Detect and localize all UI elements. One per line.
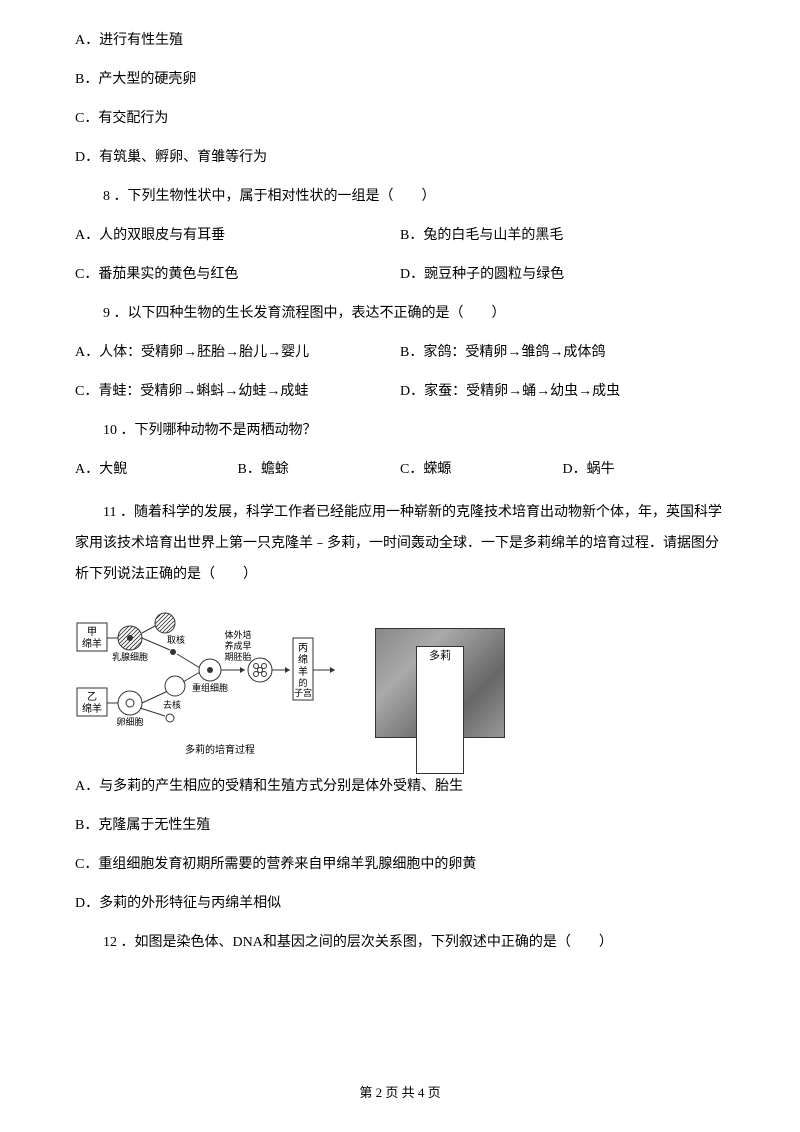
- svg-text:乙: 乙: [87, 691, 97, 703]
- q11-option-b: B．克隆属于无性生殖: [75, 815, 725, 836]
- svg-text:养成早: 养成早: [224, 640, 251, 651]
- q8-option-a: A．人的双眼皮与有耳垂: [75, 225, 400, 246]
- svg-text:的: 的: [298, 677, 307, 688]
- q11-option-a: A．与多莉的产生相应的受精和生殖方式分别是体外受精、胎生: [75, 776, 725, 797]
- svg-text:子宫: 子宫: [294, 687, 312, 698]
- q9-option-c: C．青蛙：受精卵→蝌蚪→幼蛙→成蛙: [75, 381, 400, 402]
- svg-text:绵: 绵: [298, 653, 308, 666]
- sheep-image-container: 多莉: [375, 628, 505, 738]
- svg-text:乳腺细胞: 乳腺细胞: [112, 651, 148, 662]
- q8-option-b: B．兔的白毛与山羊的黑毛: [400, 225, 725, 246]
- dolly-label: 多莉: [416, 646, 464, 774]
- q12-stem: 12 ．如图是染色体、DNA和基因之间的层次关系图，下列叙述中正确的是（ ）: [75, 932, 725, 953]
- q8-stem: 8 ．下列生物性状中，属于相对性状的一组是（ ）: [75, 186, 725, 207]
- q9-option-b: B．家鸽：受精卵→雏鸽→成体鸽: [400, 342, 725, 363]
- cloning-flowchart: 甲 绵羊 乙 绵羊 乳腺细胞 卵细胞 取核 去核 重组细: [75, 608, 355, 758]
- q8-row-ab: A．人的双眼皮与有耳垂 B．兔的白毛与山羊的黑毛: [75, 225, 725, 246]
- svg-text:绵羊: 绵羊: [82, 637, 102, 650]
- svg-text:卵细胞: 卵细胞: [116, 716, 143, 727]
- svg-text:取核: 取核: [167, 634, 185, 645]
- svg-text:期胚胎: 期胚胎: [224, 651, 251, 662]
- svg-text:羊: 羊: [298, 665, 308, 678]
- q7-option-b: B．产大型的硬壳卵: [75, 69, 725, 90]
- q9-option-d: D．家蚕：受精卵→蛹→幼虫→成虫: [400, 381, 725, 402]
- svg-text:体外培: 体外培: [224, 629, 251, 640]
- svg-text:去核: 去核: [163, 699, 181, 710]
- q11-stem: 11 ．随着科学的发展，科学工作者已经能应用一种崭新的克隆技术培育出动物新个体，…: [75, 498, 725, 590]
- q7-option-c: C．有交配行为: [75, 108, 725, 129]
- svg-text:重组细胞: 重组细胞: [192, 682, 228, 693]
- page-footer: 第 2 页 共 4 页: [0, 1083, 800, 1103]
- q10-stem: 10 ．下列哪种动物不是两栖动物？: [75, 420, 725, 441]
- svg-text:绵羊: 绵羊: [82, 702, 102, 715]
- q8-option-d: D．豌豆种子的圆粒与绿色: [400, 264, 725, 285]
- q11-option-c: C．重组细胞发育初期所需要的营养来自甲绵羊乳腺细胞中的卵黄: [75, 854, 725, 875]
- q10-row-abcd: A．大鲵 B．蟾蜍 C．蝾螈 D．蜗牛: [75, 459, 725, 480]
- q11-option-d: D．多莉的外形特征与丙绵羊相似: [75, 893, 725, 914]
- q9-row-cd: C．青蛙：受精卵→蝌蚪→幼蛙→成蛙 D．家蚕：受精卵→蛹→幼虫→成虫: [75, 381, 725, 402]
- q10-option-c: C．蝾螈: [400, 459, 563, 480]
- svg-text:多莉的培育过程: 多莉的培育过程: [185, 743, 255, 756]
- q7-option-d: D．有筑巢、孵卵、育雏等行为: [75, 147, 725, 168]
- q8-row-cd: C．番茄果实的黄色与红色 D．豌豆种子的圆粒与绿色: [75, 264, 725, 285]
- dolly-diagram: 甲 绵羊 乙 绵羊 乳腺细胞 卵细胞 取核 去核 重组细: [75, 608, 725, 758]
- q8-option-c: C．番茄果实的黄色与红色: [75, 264, 400, 285]
- q10-option-d: D．蜗牛: [563, 459, 726, 480]
- q10-option-b: B．蟾蜍: [238, 459, 401, 480]
- q10-option-a: A．大鲵: [75, 459, 238, 480]
- label-jia: 甲: [87, 627, 97, 638]
- q9-option-a: A．人体：受精卵→胚胎→胎儿→婴儿: [75, 342, 400, 363]
- q9-row-ab: A．人体：受精卵→胚胎→胎儿→婴儿 B．家鸽：受精卵→雏鸽→成体鸽: [75, 342, 725, 363]
- svg-text:丙: 丙: [298, 643, 308, 654]
- q7-option-a: A．进行有性生殖: [75, 30, 725, 51]
- q9-stem: 9 ．以下四种生物的生长发育流程图中，表达不正确的是（ ）: [75, 303, 725, 324]
